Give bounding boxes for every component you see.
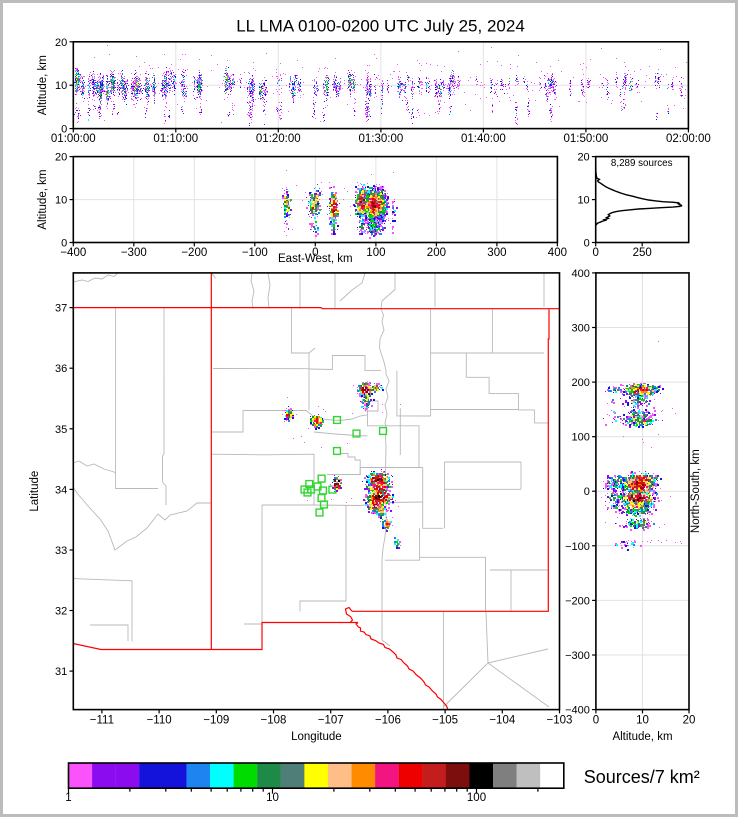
- svg-text:0: 0: [584, 486, 590, 498]
- svg-text:20: 20: [683, 715, 696, 727]
- svg-text:20: 20: [577, 152, 589, 164]
- svg-text:01:10:00: 01:10:00: [153, 133, 198, 145]
- svg-text:01:30:00: 01:30:00: [359, 133, 404, 145]
- svg-text:−104: −104: [489, 715, 516, 727]
- svg-text:20: 20: [55, 152, 67, 164]
- svg-text:400: 400: [548, 247, 567, 259]
- svg-text:0: 0: [592, 247, 598, 259]
- svg-text:01:20:00: 01:20:00: [256, 133, 301, 145]
- svg-text:01:40:00: 01:40:00: [461, 133, 506, 145]
- svg-text:Longitude: Longitude: [291, 731, 342, 743]
- svg-text:LL LMA 0100-0200 UTC July 25,: LL LMA 0100-0200 UTC July 25, 2024: [236, 17, 525, 36]
- svg-text:Altitude, km: Altitude, km: [37, 170, 49, 230]
- svg-text:−106: −106: [375, 715, 401, 727]
- svg-text:01:00:00: 01:00:00: [51, 133, 96, 145]
- svg-text:33: 33: [55, 545, 67, 557]
- svg-text:200: 200: [427, 247, 446, 259]
- svg-text:−111: −111: [90, 715, 114, 727]
- svg-text:10: 10: [55, 80, 67, 92]
- svg-text:10: 10: [266, 792, 279, 804]
- svg-text:300: 300: [572, 323, 590, 335]
- svg-text:100: 100: [467, 792, 486, 804]
- svg-text:100: 100: [572, 432, 590, 444]
- svg-text:32: 32: [55, 606, 67, 618]
- svg-text:0: 0: [61, 124, 67, 136]
- svg-text:−107: −107: [318, 715, 344, 727]
- svg-text:Sources/7 km²: Sources/7 km²: [584, 767, 700, 787]
- svg-text:10: 10: [55, 195, 67, 207]
- svg-text:36: 36: [55, 363, 67, 375]
- svg-text:300: 300: [487, 247, 506, 259]
- svg-text:Altitude, km: Altitude, km: [37, 55, 49, 115]
- svg-text:−105: −105: [432, 715, 458, 727]
- svg-text:−200: −200: [181, 247, 207, 259]
- svg-text:−200: −200: [565, 595, 590, 607]
- svg-text:01:50:00: 01:50:00: [564, 133, 609, 145]
- svg-text:200: 200: [572, 377, 590, 389]
- svg-text:35: 35: [55, 424, 67, 436]
- svg-text:34: 34: [55, 484, 67, 496]
- svg-text:−400: −400: [565, 705, 590, 717]
- svg-text:−103: −103: [547, 715, 573, 727]
- svg-text:−400: −400: [60, 247, 86, 259]
- svg-text:0: 0: [61, 238, 67, 250]
- svg-text:0: 0: [593, 715, 599, 727]
- svg-text:−100: −100: [242, 247, 268, 259]
- svg-text:−300: −300: [565, 650, 590, 662]
- svg-text:31: 31: [55, 666, 67, 678]
- svg-text:Latitude: Latitude: [29, 471, 41, 512]
- svg-text:East-West, km: East-West, km: [278, 253, 353, 265]
- svg-text:−100: −100: [565, 541, 590, 553]
- svg-text:8,289 sources: 8,289 sources: [611, 158, 673, 169]
- svg-text:37: 37: [55, 303, 67, 315]
- svg-text:Altitude, km: Altitude, km: [612, 731, 672, 743]
- svg-text:North-South, km: North-South, km: [690, 449, 702, 533]
- svg-text:400: 400: [572, 268, 590, 280]
- svg-text:20: 20: [55, 37, 67, 49]
- svg-text:100: 100: [366, 247, 385, 259]
- svg-text:10: 10: [577, 195, 589, 207]
- svg-text:1: 1: [65, 792, 71, 804]
- svg-text:250: 250: [633, 247, 652, 259]
- svg-text:02:00:00: 02:00:00: [666, 133, 711, 145]
- svg-text:0: 0: [312, 247, 318, 259]
- svg-text:0: 0: [584, 238, 590, 250]
- svg-text:−110: −110: [147, 715, 172, 727]
- svg-text:−108: −108: [261, 715, 287, 727]
- svg-text:−300: −300: [121, 247, 147, 259]
- svg-text:−109: −109: [203, 715, 229, 727]
- svg-text:10: 10: [636, 715, 649, 727]
